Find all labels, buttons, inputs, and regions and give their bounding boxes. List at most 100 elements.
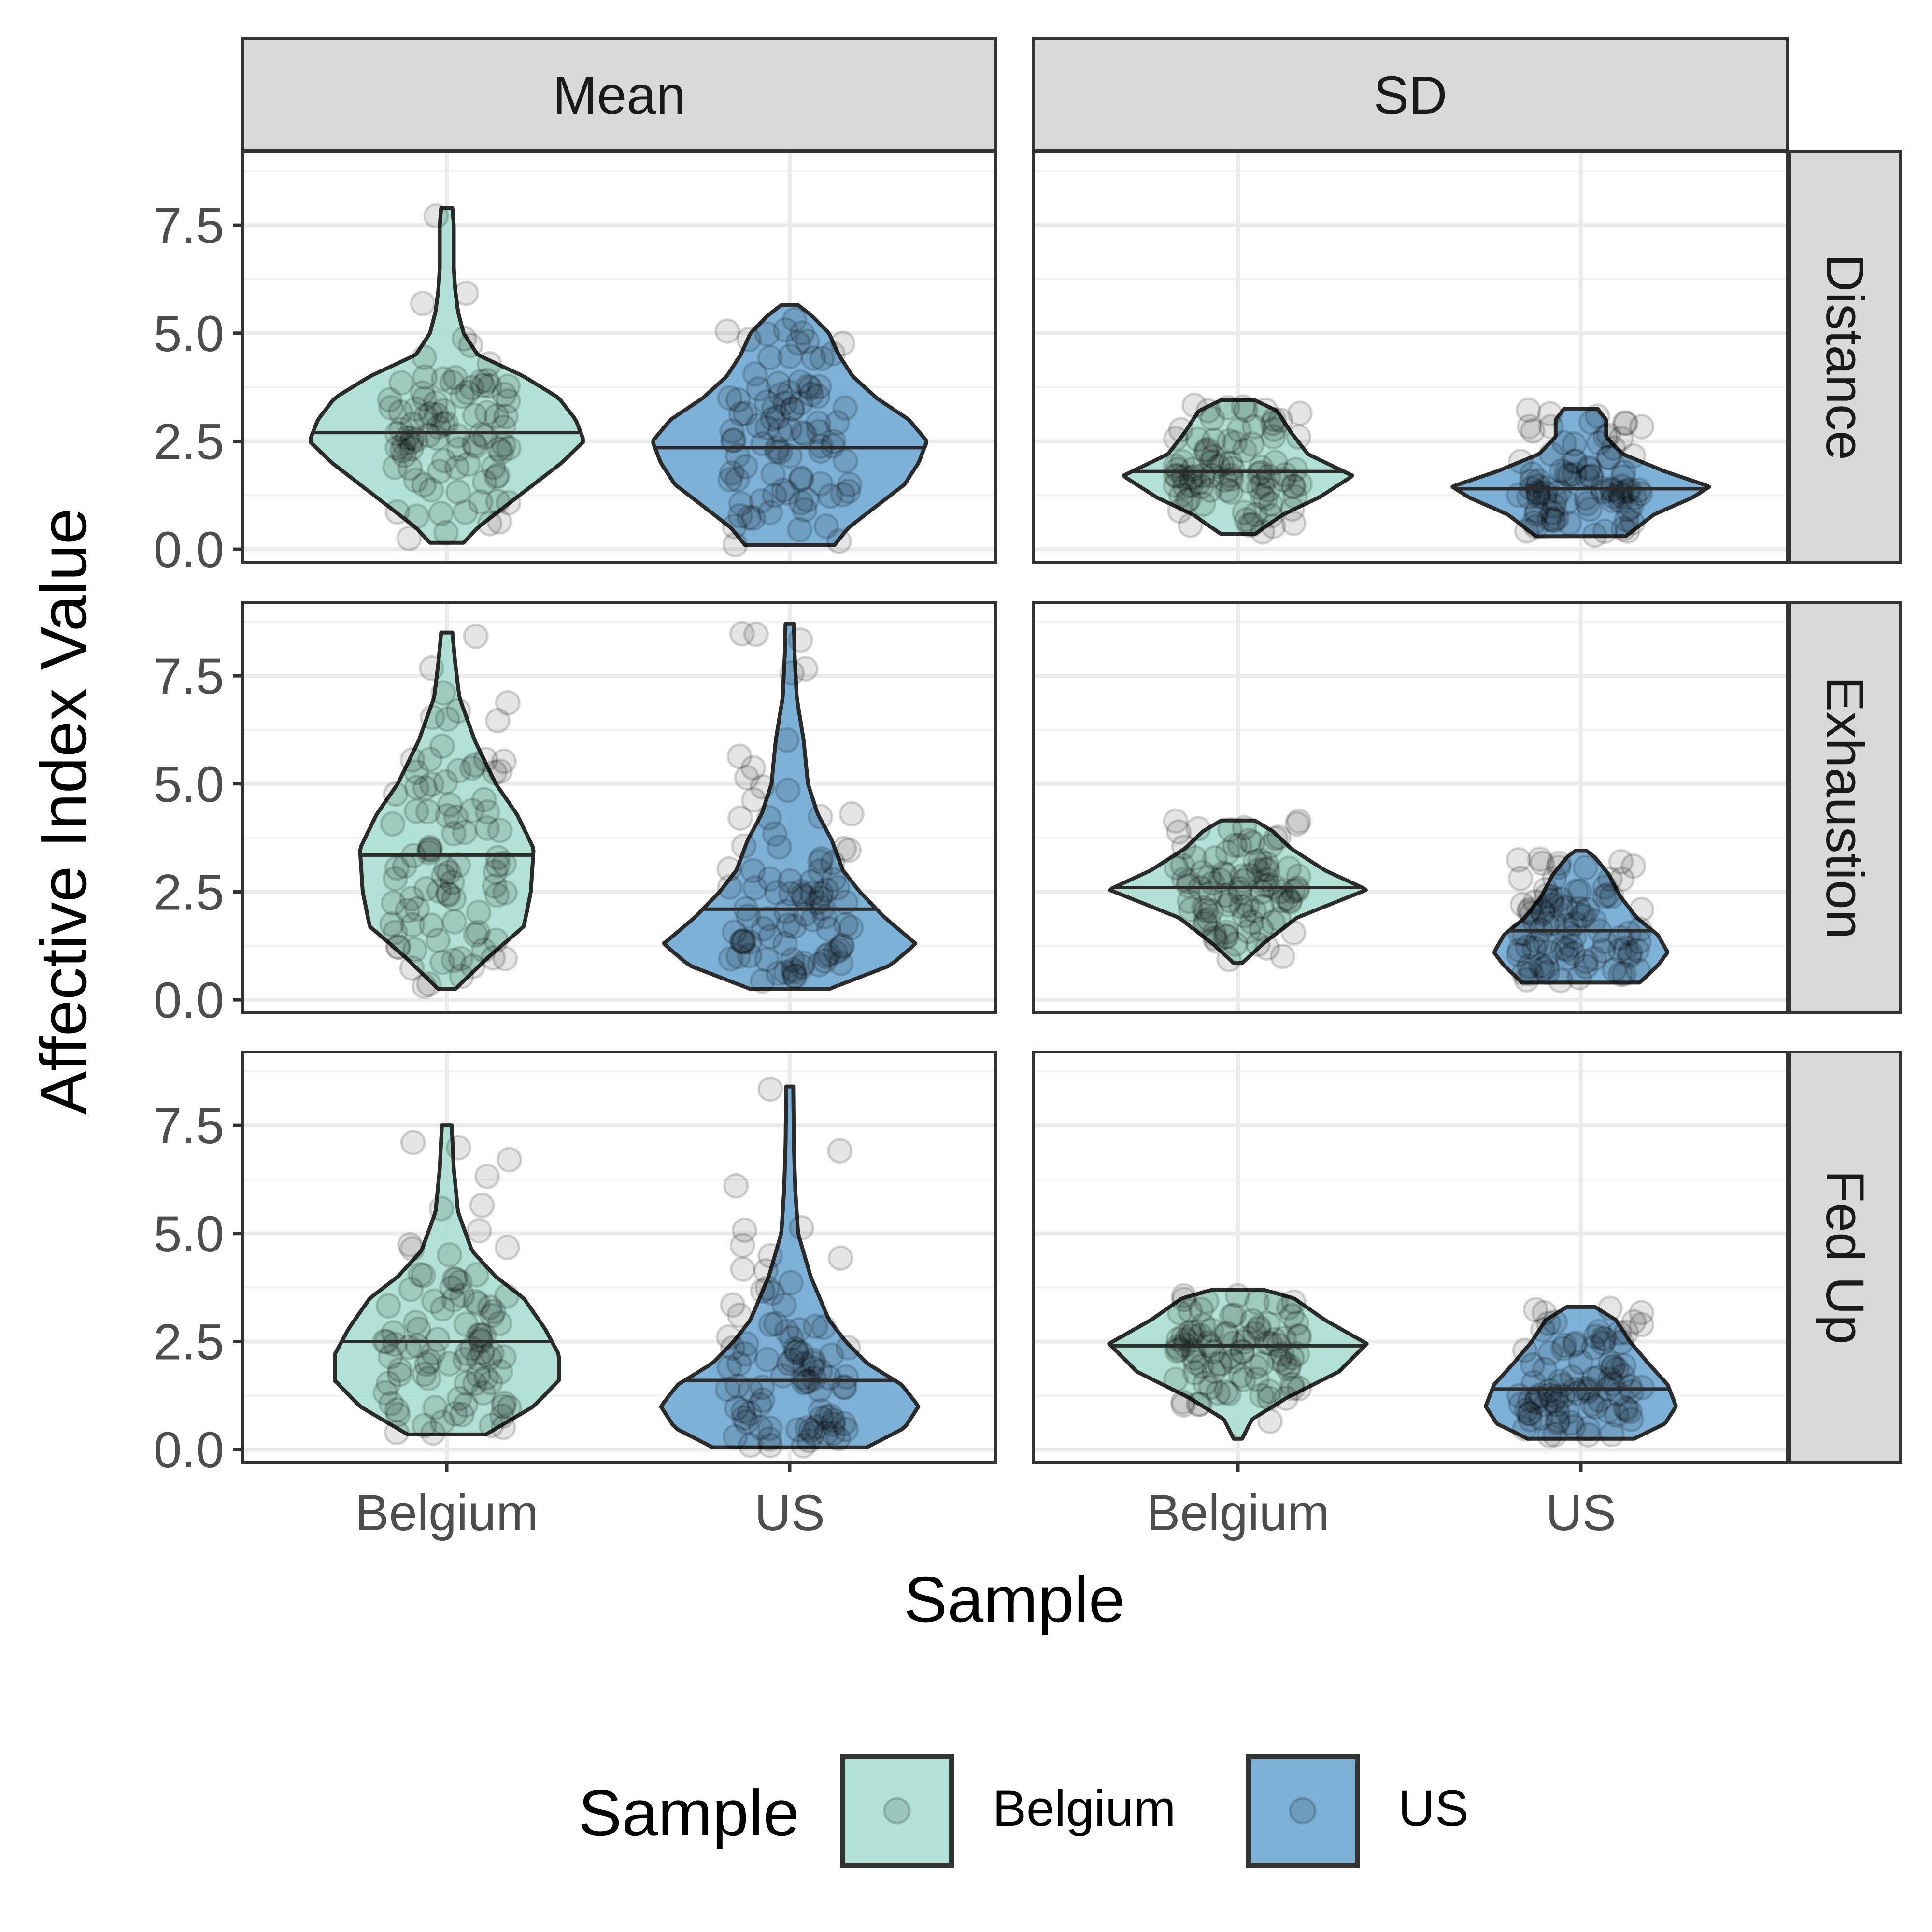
data-point [412,364,438,390]
data-point [462,1289,488,1315]
jitter-points [377,203,522,552]
data-point [786,1317,812,1343]
data-point [1192,1370,1218,1396]
data-point [472,469,497,495]
data-point [453,1311,479,1337]
y-tick-label: 5.0 [154,1206,224,1263]
data-point [1613,935,1639,961]
data-point [1555,462,1581,488]
data-point [483,464,510,490]
data-point [725,943,752,969]
data-point [1246,474,1272,500]
data-point [1573,953,1599,980]
y-axis-fed-up: 0.0 2.5 5.0 7.5 [154,1098,242,1478]
data-point [1604,1356,1630,1382]
data-point [1599,478,1625,504]
data-point [1257,1408,1283,1435]
data-point [714,1377,740,1403]
data-point [1246,1314,1272,1340]
data-point [429,733,455,759]
data-point [1202,925,1228,951]
data-point [780,397,805,423]
data-point [824,410,851,436]
data-point [1519,461,1545,487]
data-point [1168,417,1194,443]
jitter-points [716,621,865,994]
data-point [813,1420,839,1446]
data-point [830,482,856,508]
data-point [800,1420,826,1446]
data-point [496,490,522,516]
data-point [1579,1391,1605,1417]
data-point [1252,872,1278,898]
data-point [1286,1376,1312,1402]
data-point [465,1291,491,1317]
data-point [1198,1317,1224,1343]
data-point [1526,481,1551,507]
data-point [463,623,489,649]
data-point [474,1164,500,1189]
data-point [1198,449,1224,475]
data-point [1592,518,1618,544]
data-point [1524,1385,1550,1411]
data-point [1590,479,1616,505]
data-point [1271,1350,1297,1376]
y-tick-label: 7.5 [154,648,224,705]
data-point [771,1292,797,1318]
data-point [1608,1329,1634,1355]
data-point [441,886,467,912]
data-point [1611,1352,1637,1378]
data-point [1518,960,1544,986]
data-point [462,402,488,428]
data-point [1169,852,1195,879]
data-point [741,787,767,813]
data-point [816,941,842,967]
data-point [449,1282,475,1308]
data-point [1629,896,1654,923]
data-point [1167,498,1193,524]
data-point [412,385,438,412]
data-point [1286,1322,1311,1349]
data-point [1276,855,1302,881]
data-point [1619,510,1646,536]
data-point [1260,411,1286,437]
data-point [1216,1381,1242,1407]
data-point [1181,392,1208,418]
data-point [416,839,442,866]
data-point [1608,849,1634,875]
data-point [495,373,521,399]
data-point [463,922,489,948]
data-point [411,973,437,999]
data-point [452,1347,478,1373]
violin-shape [1450,407,1711,539]
data-point [833,1364,859,1390]
data-point [1582,1323,1608,1350]
data-point [760,461,786,487]
data-point [1266,906,1292,932]
data-point [1182,1350,1208,1376]
data-point [1255,1311,1281,1337]
data-point [1253,867,1279,893]
data-point [428,500,454,526]
data-point [1226,417,1252,443]
data-point [1528,1405,1554,1431]
data-point [443,804,469,830]
data-point [1595,422,1621,448]
data-point [379,911,405,937]
data-point [801,345,826,371]
data-point [1545,1410,1570,1436]
violin-mean-exhaustion-us [662,621,918,994]
y-axis-title: Affective Index Value [27,508,100,1115]
data-point [426,878,452,904]
data-point [1590,938,1616,964]
y-tick-label: 0.0 [154,522,224,578]
data-point [403,1309,429,1335]
data-point [490,1393,516,1420]
data-point [1539,884,1565,910]
data-point [1189,859,1215,885]
violin-shape [309,206,585,545]
data-point [1220,455,1246,482]
data-point [1284,1341,1310,1367]
data-point [1230,394,1256,420]
data-point [1546,479,1572,505]
